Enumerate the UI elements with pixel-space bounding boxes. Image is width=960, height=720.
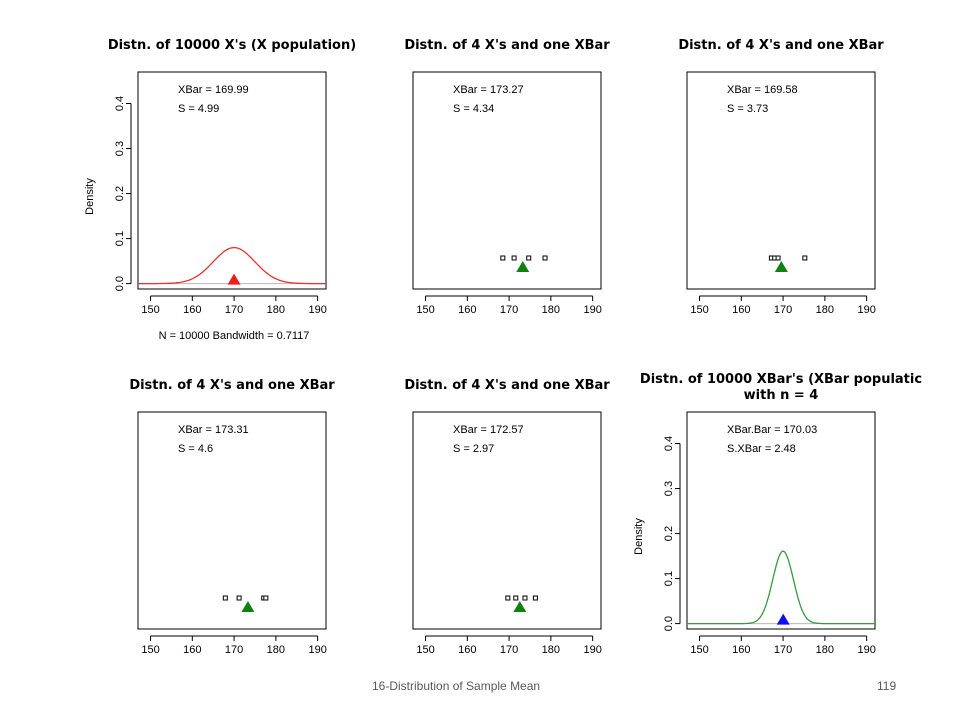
y-tick-label: 0.0	[114, 276, 126, 291]
panel-1: Distn. of 10000 X's (X population) XBar =…	[84, 38, 356, 342]
sample-point	[542, 255, 548, 261]
x-tick-label: 170	[774, 304, 792, 316]
stat-label: XBar = 172.57	[453, 424, 524, 436]
x-tick-label: 180	[816, 644, 834, 656]
mean-marker	[774, 261, 788, 272]
plot-frame	[137, 411, 327, 630]
stat-label: XBar = 173.27	[453, 84, 524, 96]
plot-frame	[686, 411, 876, 630]
density-curve	[138, 246, 326, 285]
x-tick-label: 180	[816, 304, 834, 316]
stat-label: S = 4.6	[178, 443, 213, 455]
x-tick-label: 150	[416, 644, 434, 656]
stat-label: S = 2.97	[453, 443, 494, 455]
mean-marker	[516, 261, 530, 272]
x-tick-label: 150	[416, 304, 434, 316]
y-tick-label: 0.3	[663, 481, 675, 496]
y-tick-label: 0.3	[114, 141, 126, 156]
panel-5: Distn. of 4 X's and one XBar XBar = 172.5…	[404, 378, 610, 656]
stat-label: XBar = 169.58	[727, 84, 798, 96]
mean-marker	[513, 601, 527, 612]
plot-frame	[137, 71, 327, 290]
mean-marker	[241, 601, 255, 612]
x-tick-label: 150	[690, 304, 708, 316]
y-tick-label: 0.1	[663, 571, 675, 586]
sample-point	[775, 255, 781, 261]
y-axis-title: Density	[84, 178, 96, 215]
panel-title: Distn. of 4 X's and one XBar	[129, 378, 335, 393]
stat-label: XBar.Bar = 170.03	[727, 424, 817, 436]
y-tick-label: 0.1	[114, 231, 126, 246]
x-axis-title: N = 10000 Bandwidth = 0.7117	[159, 330, 310, 342]
panel-title: with n = 4	[744, 388, 819, 403]
sample-point	[522, 595, 528, 601]
x-tick-label: 180	[267, 644, 285, 656]
stat-label: S = 4.99	[178, 103, 219, 115]
x-tick-label: 170	[774, 644, 792, 656]
x-tick-label: 160	[458, 304, 476, 316]
x-tick-label: 190	[583, 644, 601, 656]
y-tick-label: 0.4	[663, 436, 675, 451]
panel-title: Distn. of 4 X's and one XBar	[404, 38, 610, 53]
x-tick-label: 160	[183, 304, 201, 316]
x-tick-label: 180	[542, 304, 560, 316]
x-tick-label: 160	[732, 644, 750, 656]
x-tick-label: 170	[500, 644, 518, 656]
mean-marker	[227, 273, 241, 285]
y-axis-title: Density	[633, 518, 645, 555]
sample-point	[513, 595, 519, 601]
stat-label: S.XBar = 2.48	[727, 443, 796, 455]
x-tick-label: 160	[458, 644, 476, 656]
panel-title: Distn. of 10000 XBar's (XBar populatic	[640, 372, 922, 387]
sample-point	[505, 595, 511, 601]
x-tick-label: 180	[267, 304, 285, 316]
y-tick-label: 0.2	[114, 186, 126, 201]
density-curve	[687, 550, 875, 625]
y-tick-label: 0.2	[663, 526, 675, 541]
panel-2: Distn. of 4 X's and one XBar XBar = 173.2…	[404, 38, 610, 316]
sample-point	[802, 255, 808, 261]
page-number: 119	[877, 679, 897, 693]
plot-frame	[412, 71, 602, 290]
sample-point	[532, 595, 538, 601]
sample-point	[222, 595, 228, 601]
stat-label: XBar = 169.99	[178, 84, 249, 96]
panel-4: Distn. of 4 X's and one XBar XBar = 173.3…	[129, 378, 335, 656]
plot-frame	[412, 411, 602, 630]
panel-title: Distn. of 4 X's and one XBar	[678, 38, 884, 53]
footer-text: 16-Distribution of Sample Mean	[372, 679, 541, 693]
x-tick-label: 190	[308, 304, 326, 316]
x-tick-label: 190	[308, 644, 326, 656]
panel-title: Distn. of 10000 X's (X population)	[108, 38, 356, 53]
x-tick-label: 150	[141, 304, 159, 316]
sample-point	[511, 255, 517, 261]
stat-label: XBar = 173.31	[178, 424, 249, 436]
mean-marker	[776, 613, 790, 625]
panel-title: Distn. of 4 X's and one XBar	[404, 378, 610, 393]
x-tick-label: 160	[183, 644, 201, 656]
x-tick-label: 170	[225, 304, 243, 316]
x-tick-label: 190	[857, 304, 875, 316]
x-tick-label: 180	[542, 644, 560, 656]
sample-point	[263, 595, 269, 601]
x-tick-label: 160	[732, 304, 750, 316]
sample-point	[500, 255, 506, 261]
y-tick-label: 0.0	[663, 616, 675, 631]
stat-label: S = 3.73	[727, 103, 768, 115]
x-tick-label: 170	[500, 304, 518, 316]
x-tick-label: 150	[141, 644, 159, 656]
x-tick-label: 150	[690, 644, 708, 656]
sample-point	[526, 255, 532, 261]
y-tick-label: 0.4	[114, 96, 126, 111]
panel-6: Distn. of 10000 XBar's (XBar populaticwi…	[633, 372, 922, 656]
stat-label: S = 4.34	[453, 103, 494, 115]
plot-frame	[686, 71, 876, 290]
x-tick-label: 170	[225, 644, 243, 656]
sample-point	[236, 595, 242, 601]
x-tick-label: 190	[857, 644, 875, 656]
panel-3: Distn. of 4 X's and one XBar XBar = 169.5…	[678, 38, 884, 316]
x-tick-label: 190	[583, 304, 601, 316]
